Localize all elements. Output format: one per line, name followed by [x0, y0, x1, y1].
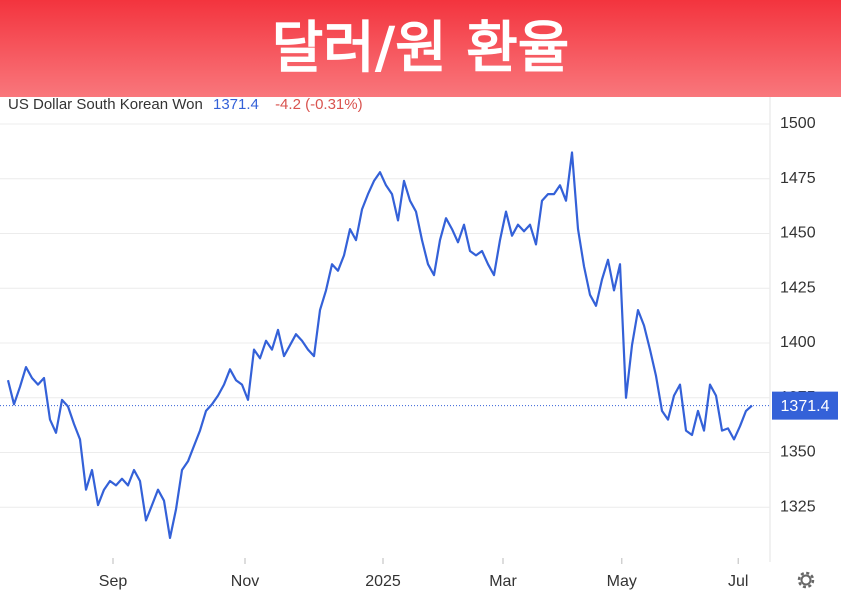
x-tick-label: 2025 — [365, 573, 401, 590]
x-tick-label: Sep — [99, 573, 128, 590]
y-tick-label: 1500 — [780, 115, 816, 132]
x-tick-label: Mar — [489, 573, 517, 590]
banner: 달러/원 환율 — [0, 0, 841, 97]
y-tick-label: 1400 — [780, 334, 816, 351]
subtitle-bar: US Dollar South Korean Won 1371.4 -4.2 (… — [8, 96, 369, 113]
change: -4.2 (-0.31%) — [275, 96, 363, 113]
y-tick-label: 1325 — [780, 498, 816, 515]
current-box — [772, 391, 838, 420]
x-tick-label: May — [607, 573, 637, 590]
subtitle: US Dollar South Korean Won — [8, 96, 203, 113]
settings-icon[interactable] — [797, 571, 815, 589]
current-label: 1371.4 — [781, 398, 830, 415]
x-tick-label: Nov — [231, 573, 259, 590]
chart-title: 달러/원 환율 — [271, 16, 570, 81]
line — [6, 151, 753, 539]
y-tick-label: 1450 — [780, 225, 816, 242]
y-tick-label: 1350 — [780, 444, 816, 461]
last-value: 1371.4 — [213, 96, 259, 113]
y-tick-label: 1475 — [780, 170, 816, 187]
y-tick-label: 1425 — [780, 279, 816, 296]
x-tick-label: Jul — [728, 573, 748, 590]
